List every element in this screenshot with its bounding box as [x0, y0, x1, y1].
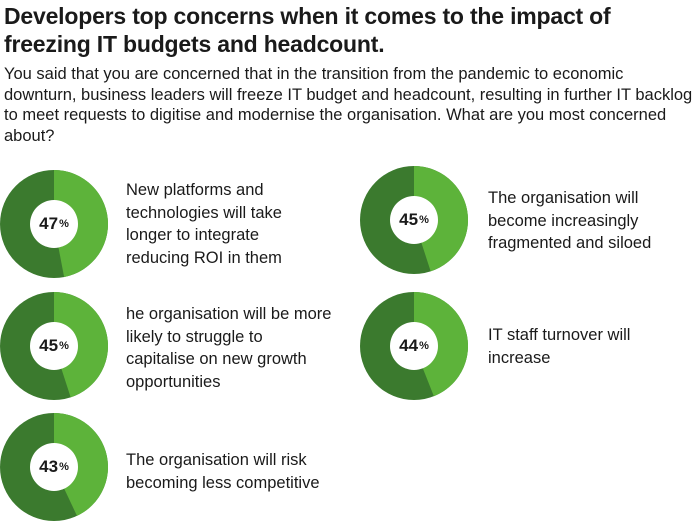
donut-value-turnover: 44% [360, 292, 468, 400]
donut-label-turnover: IT staff turnover will increase [488, 326, 631, 367]
chart-subtitle: You said that you are concerned that in … [4, 65, 693, 145]
donut-chart-platforms [0, 170, 108, 278]
donut-item-platforms: 47% New platforms and technologies will … [0, 170, 340, 280]
donut-value-growth: 45% [0, 292, 108, 400]
donut-hole [30, 443, 78, 491]
donut-value-number: 45 [39, 336, 59, 355]
donut-chart-growth [0, 292, 108, 400]
donut-value-slice [54, 292, 108, 398]
donut-value-unit: % [59, 340, 69, 352]
donut-value-number: 45 [399, 210, 419, 229]
donut-label-competitive: The organisation will risk becoming less… [126, 451, 320, 492]
donut-item-competitive: 43% The organisation will risk becoming … [0, 413, 360, 523]
donut-label-platforms: New platforms and technologies will take… [126, 181, 282, 267]
donut-item-fragmented: 45% The organisation will become increas… [360, 166, 699, 276]
donut-value-unit: % [419, 340, 429, 352]
donut-chart-turnover [360, 292, 468, 400]
donut-item-turnover: 44% IT staff turnover will increase [360, 292, 699, 402]
donut-value-competitive: 43% [0, 413, 108, 521]
donut-value-number: 47 [39, 214, 59, 233]
donut-hole [30, 322, 78, 370]
donut-chart-competitive [0, 413, 108, 521]
chart-title: Developers top concerns when it comes to… [4, 3, 611, 57]
donut-hole [390, 196, 438, 244]
donut-value-fragmented: 45% [360, 166, 468, 274]
donut-label-growth: he organisation will be more likely to s… [126, 305, 332, 391]
donut-value-slice [414, 292, 468, 397]
donut-value-number: 44 [399, 336, 419, 355]
donut-value-number: 43 [39, 457, 59, 476]
donut-value-slice [414, 166, 468, 272]
donut-chart-fragmented [360, 166, 468, 274]
donut-label-fragmented: The organisation will become increasingl… [488, 189, 652, 252]
donut-value-unit: % [59, 461, 69, 473]
donut-hole [390, 322, 438, 370]
donut-value-platforms: 47% [0, 170, 108, 278]
donut-value-slice [54, 413, 108, 516]
donut-value-unit: % [419, 214, 429, 226]
donut-hole [30, 200, 78, 248]
donut-value-slice [54, 170, 108, 278]
donut-value-unit: % [59, 218, 69, 230]
donut-item-growth: 45% he organisation will be more likely … [0, 292, 340, 402]
